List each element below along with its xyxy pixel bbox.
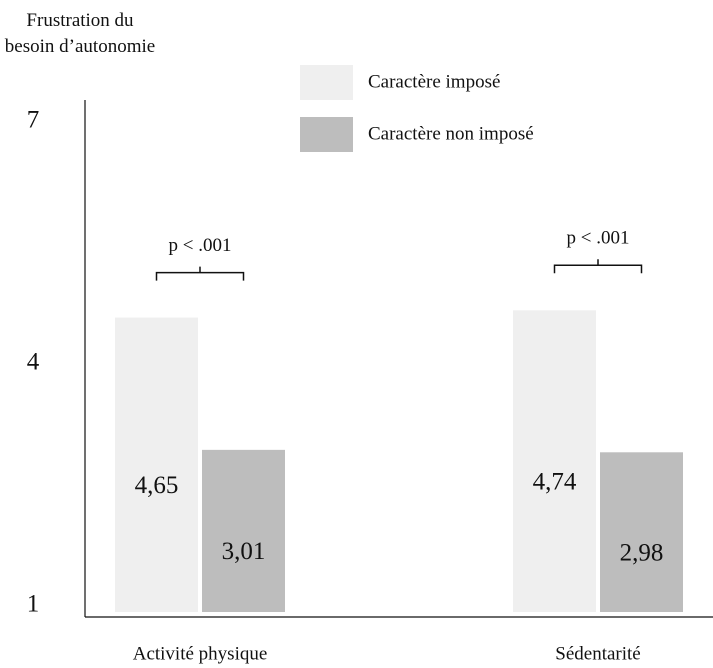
legend-swatch (300, 65, 353, 100)
value-label: 2,98 (620, 539, 664, 566)
legend-label: Caractère non imposé (368, 123, 534, 144)
x-tick-label: Activité physique (133, 643, 268, 664)
bar (202, 449, 285, 612)
significance-bracket (553, 259, 643, 274)
bar (513, 310, 596, 612)
value-label: 3,01 (222, 538, 266, 565)
y-tick-label: 1 (27, 591, 40, 618)
y-axis-label: Frustration du besoin d’autonomie (4, 10, 156, 57)
y-tick-label: 4 (27, 349, 40, 376)
value-label: 4,74 (533, 468, 577, 495)
bar (115, 317, 198, 612)
annotation: p < .001 (567, 228, 630, 249)
significance-bracket (155, 266, 245, 281)
legend-label: Caractère imposé (368, 71, 500, 92)
y-tick-label: 7 (27, 107, 40, 134)
value-label: 4,65 (135, 472, 179, 499)
x-tick-label: Sédentarité (555, 643, 640, 664)
legend-swatch (300, 117, 353, 152)
bar (600, 452, 683, 612)
annotation: p < .001 (169, 235, 232, 256)
